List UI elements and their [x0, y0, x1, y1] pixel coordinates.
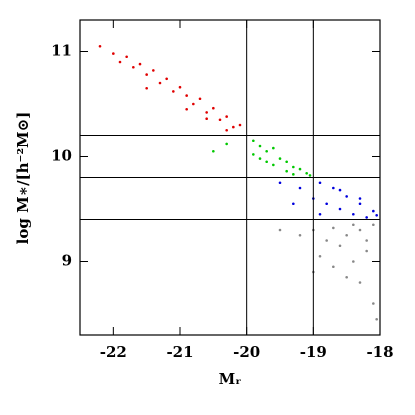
point	[365, 249, 368, 253]
point	[318, 212, 322, 216]
point	[225, 142, 228, 146]
x-tick-label: -18	[366, 343, 393, 361]
plot-frame	[79, 19, 381, 336]
y-tick-label: 10	[51, 147, 72, 165]
x-tick-label: -19	[300, 343, 327, 361]
point	[345, 195, 348, 198]
point	[185, 107, 188, 111]
point	[372, 302, 375, 305]
point	[345, 275, 348, 279]
point	[98, 44, 102, 48]
point	[272, 163, 275, 167]
point	[338, 244, 342, 248]
point	[225, 115, 228, 118]
point	[145, 73, 148, 76]
point	[258, 157, 262, 160]
point	[265, 160, 268, 164]
point	[318, 254, 322, 258]
point	[132, 65, 135, 69]
point	[332, 226, 335, 230]
point	[165, 77, 168, 81]
point	[278, 181, 282, 185]
point	[225, 128, 228, 132]
point	[145, 86, 148, 90]
point	[372, 223, 375, 227]
point	[158, 81, 162, 85]
point	[152, 69, 155, 72]
point	[112, 52, 115, 55]
y-tick-label: 9	[62, 252, 72, 270]
point	[352, 212, 355, 216]
point	[292, 173, 295, 176]
point	[192, 102, 195, 106]
point	[278, 228, 282, 232]
point	[375, 214, 378, 217]
point	[345, 233, 348, 237]
point	[172, 90, 175, 93]
point	[292, 202, 295, 206]
x-tick-label: -20	[233, 343, 260, 361]
point	[285, 160, 288, 164]
x-axis-label: Mᵣ	[219, 370, 242, 388]
point	[332, 265, 335, 269]
point	[325, 239, 328, 242]
point	[352, 260, 355, 263]
point	[205, 111, 208, 114]
point	[258, 144, 262, 148]
point	[212, 149, 215, 153]
point	[198, 97, 202, 101]
point	[125, 55, 128, 59]
point	[265, 149, 268, 153]
point	[218, 118, 222, 122]
point	[358, 228, 362, 232]
point	[298, 186, 302, 190]
point	[205, 117, 208, 120]
point	[272, 146, 275, 150]
point	[352, 223, 355, 227]
x-tick-label: -21	[166, 343, 193, 361]
y-axis-label: log M∗/[h⁻²M⊙]	[14, 112, 32, 245]
point	[298, 233, 302, 237]
point	[325, 202, 328, 206]
x-tick-label: -22	[100, 343, 127, 361]
point	[138, 62, 142, 66]
point	[332, 186, 335, 190]
point	[358, 202, 362, 206]
point	[238, 123, 242, 127]
point	[338, 207, 342, 211]
point	[308, 174, 312, 177]
point	[252, 139, 255, 143]
point	[212, 106, 215, 110]
point	[318, 181, 322, 185]
point	[365, 239, 368, 242]
point	[292, 165, 295, 169]
point	[185, 94, 188, 97]
point	[358, 281, 362, 284]
point	[118, 60, 122, 64]
point	[372, 209, 375, 213]
point	[375, 317, 378, 321]
point	[178, 85, 182, 89]
point	[232, 125, 235, 129]
point	[298, 167, 302, 171]
point	[278, 157, 282, 160]
point	[252, 153, 255, 156]
point	[285, 169, 288, 173]
point	[365, 216, 368, 219]
point	[338, 188, 342, 192]
point	[358, 197, 362, 200]
point	[305, 172, 308, 175]
y-tick-label: 11	[51, 42, 72, 60]
